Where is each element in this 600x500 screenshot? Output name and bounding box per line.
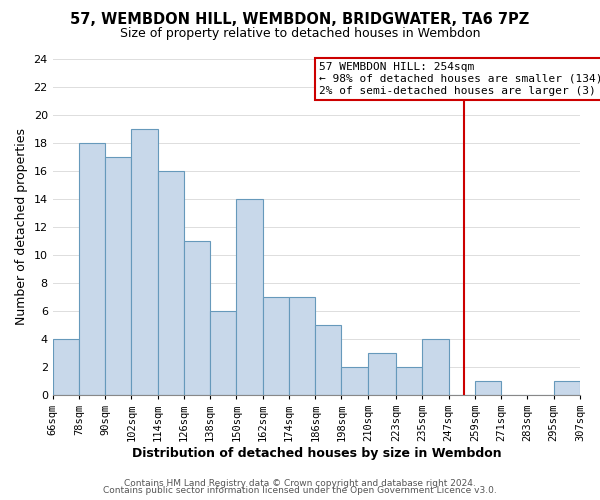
Y-axis label: Number of detached properties: Number of detached properties — [15, 128, 28, 326]
Bar — [315, 325, 341, 395]
Text: Contains public sector information licensed under the Open Government Licence v3: Contains public sector information licen… — [103, 486, 497, 495]
Bar — [184, 241, 210, 395]
Text: 57, WEMBDON HILL, WEMBDON, BRIDGWATER, TA6 7PZ: 57, WEMBDON HILL, WEMBDON, BRIDGWATER, T… — [70, 12, 530, 28]
Bar — [158, 171, 184, 395]
X-axis label: Distribution of detached houses by size in Wembdon: Distribution of detached houses by size … — [131, 447, 501, 460]
Bar — [53, 339, 79, 395]
Bar — [422, 339, 449, 395]
Bar — [236, 199, 263, 395]
Bar — [475, 381, 501, 395]
Text: Contains HM Land Registry data © Crown copyright and database right 2024.: Contains HM Land Registry data © Crown c… — [124, 478, 476, 488]
Bar — [210, 311, 236, 395]
Bar — [105, 157, 131, 395]
Bar — [554, 381, 580, 395]
Bar — [341, 367, 368, 395]
Text: 57 WEMBDON HILL: 254sqm
← 98% of detached houses are smaller (134)
2% of semi-de: 57 WEMBDON HILL: 254sqm ← 98% of detache… — [319, 62, 600, 96]
Bar — [289, 297, 315, 395]
Bar — [396, 367, 422, 395]
Text: Size of property relative to detached houses in Wembdon: Size of property relative to detached ho… — [120, 28, 480, 40]
Bar — [131, 129, 158, 395]
Bar — [368, 353, 396, 395]
Bar — [263, 297, 289, 395]
Bar — [79, 143, 105, 395]
